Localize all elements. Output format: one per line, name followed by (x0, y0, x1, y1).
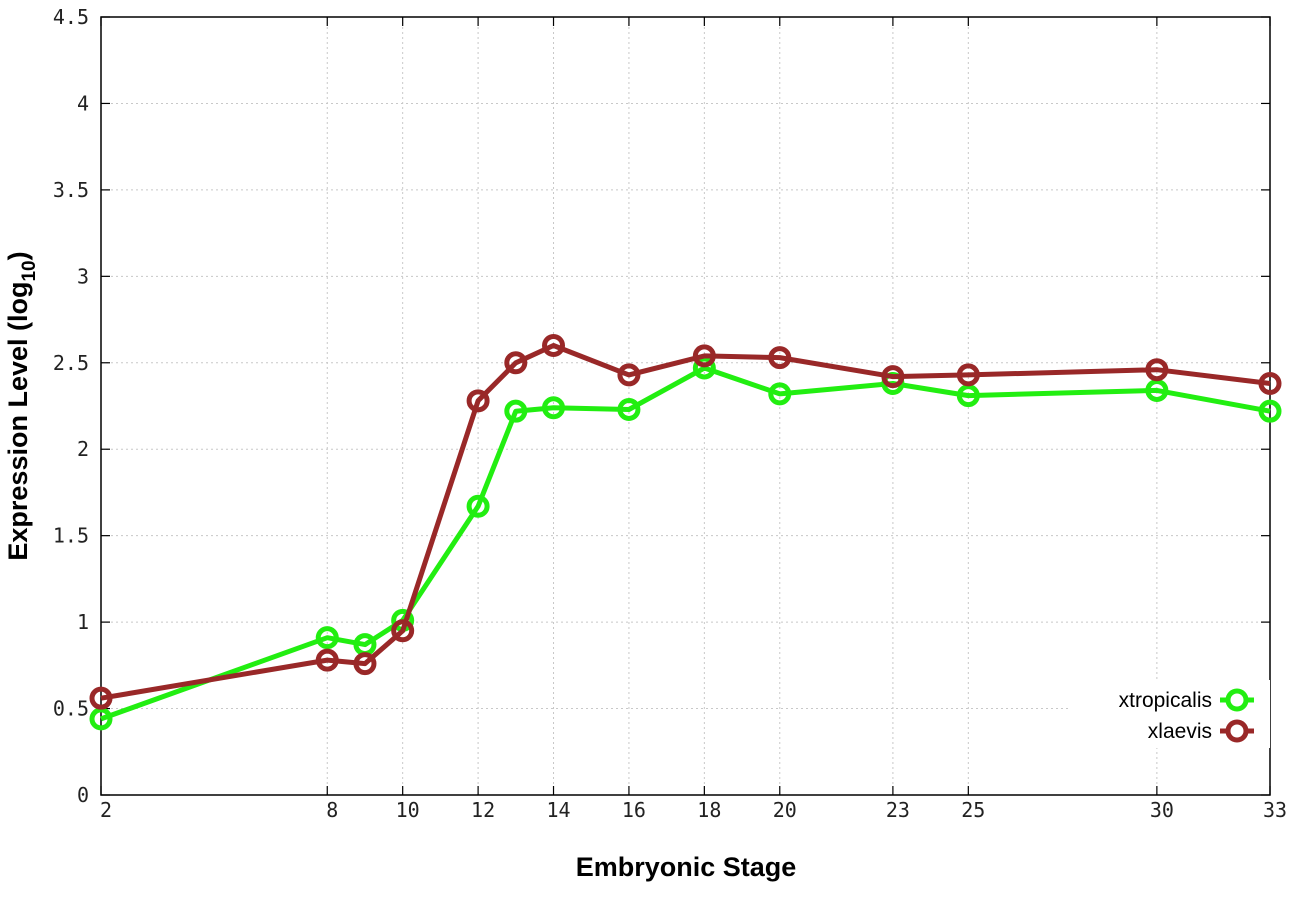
plot-frame (100, 16, 1271, 796)
x-axis-title: Embryonic Stage (576, 852, 797, 882)
grid-lines (101, 17, 1270, 795)
legend-marker-xtropicalis (1225, 688, 1249, 712)
legend-marker-xlaevis (1225, 719, 1249, 743)
legend-label-xlaevis: xlaevis (1148, 720, 1212, 743)
data-point-xtropicalis (353, 633, 377, 657)
y-tick-label: 0.5 (53, 697, 89, 721)
data-point-xtropicalis (692, 356, 716, 380)
data-point-xtropicalis (768, 382, 792, 406)
data-point-xlaevis (315, 648, 339, 672)
y-tick-label: 0 (77, 783, 89, 807)
y-tick-label: 4 (77, 91, 89, 115)
x-tick-label: 33 (1263, 798, 1287, 822)
x-tick-label: 8 (326, 798, 338, 822)
x-tick-label: 20 (773, 798, 797, 822)
legend-label-xtropicalis: xtropicalis (1119, 689, 1212, 712)
data-point-xtropicalis (504, 399, 528, 423)
data-point-xtropicalis (542, 396, 566, 420)
x-tick-label: 14 (546, 798, 570, 822)
data-point-xlaevis (881, 365, 905, 389)
data-point-xlaevis (692, 344, 716, 368)
axis-ticks: 0 0.5 1 1.5 2 2.5 3 3.5 4 4.5 2 8 10 12 14 16 18 20 23 25 30… (53, 5, 1287, 822)
y-tick-label: 3.5 (53, 178, 89, 202)
y-axis-title: Expression Level (log10) (3, 251, 40, 560)
data-point-xtropicalis (466, 494, 490, 518)
data-point-xlaevis (617, 363, 641, 387)
data-point-xlaevis (89, 686, 113, 710)
x-tick-label: 16 (622, 798, 646, 822)
data-point-xtropicalis (315, 626, 339, 650)
y-tick-label: 3 (77, 264, 89, 288)
y-tick-label: 1 (77, 610, 89, 634)
x-tick-label: 23 (886, 798, 910, 822)
data-point-xtropicalis (89, 707, 113, 731)
y-axis-title-close: ) (3, 251, 33, 260)
data-point-xlaevis (391, 619, 415, 643)
y-axis-title-main: Expression Level (log (3, 282, 33, 561)
data-point-xlaevis (1145, 358, 1169, 382)
data-point-xlaevis (504, 351, 528, 375)
x-tick-label: 25 (961, 798, 985, 822)
y-tick-label: 4.5 (53, 5, 89, 29)
data-point-xlaevis (353, 652, 377, 676)
data-point-xlaevis (466, 389, 490, 413)
y-tick-label: 2.5 (53, 351, 89, 375)
x-tick-label: 18 (697, 798, 721, 822)
data-point-xtropicalis (617, 397, 641, 421)
series-line-xlaevis (100, 343, 1271, 701)
data-point-xtropicalis (1258, 399, 1282, 423)
data-point-xlaevis (956, 363, 980, 387)
data-point-xlaevis (1258, 372, 1282, 396)
series-group (89, 333, 1282, 731)
data-point-xlaevis (542, 333, 566, 357)
x-tick-label: 2 (100, 798, 112, 822)
legend: xtropicalis xlaevis (1070, 680, 1270, 748)
y-tick-label: 1.5 (53, 524, 89, 548)
y-tick-label: 2 (77, 437, 89, 461)
y-axis-title-subscript: 10 (19, 260, 40, 281)
data-point-xtropicalis (1145, 378, 1169, 402)
x-tick-label: 10 (396, 798, 420, 822)
data-point-xlaevis (768, 346, 792, 370)
data-point-xtropicalis (956, 384, 980, 408)
x-tick-label: 12 (471, 798, 495, 822)
x-tick-label: 30 (1150, 798, 1174, 822)
